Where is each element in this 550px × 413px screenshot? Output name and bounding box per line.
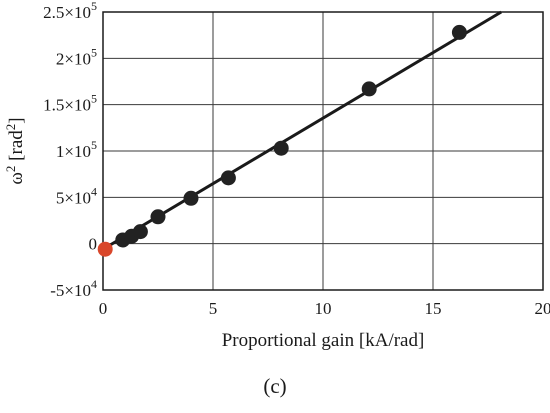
x-tick-label: 5 <box>209 299 218 318</box>
data-point <box>220 170 236 186</box>
y-axis-label: ω2 [rad2] <box>3 117 27 184</box>
y-tick-label: 0 <box>89 235 98 254</box>
data-point <box>97 241 113 257</box>
x-tick-label: 0 <box>99 299 108 318</box>
data-point <box>150 209 166 225</box>
x-tick-labels: 0 5 10 15 20 <box>99 299 550 318</box>
data-points <box>97 24 467 257</box>
y-tick-label: 1.5×105 <box>43 92 97 115</box>
y-tick-label: 5×104 <box>56 184 97 207</box>
y-tick-labels: -5×104 0 5×104 1×105 1.5×105 2×105 2.5×105 <box>43 0 97 300</box>
x-axis-label: Proportional gain [kA/rad] <box>222 330 425 351</box>
fit-line-group <box>102 10 502 251</box>
data-point <box>183 190 199 206</box>
data-point <box>451 24 467 40</box>
x-tick-label: 20 <box>535 299 550 318</box>
y-tick-label: 2×105 <box>56 45 97 68</box>
fit-line <box>102 10 502 251</box>
plot-frame <box>102 11 544 291</box>
data-point <box>273 140 289 156</box>
data-point <box>132 224 148 240</box>
y-tick-label: -5×104 <box>50 277 97 300</box>
grid-lines <box>102 11 544 291</box>
y-tick-label: 1×105 <box>56 138 97 161</box>
x-tick-label: 10 <box>315 299 332 318</box>
panel-label: (c) <box>263 374 287 398</box>
data-point <box>361 81 377 97</box>
x-tick-label: 15 <box>425 299 442 318</box>
y-tick-label: 2.5×105 <box>43 0 97 22</box>
